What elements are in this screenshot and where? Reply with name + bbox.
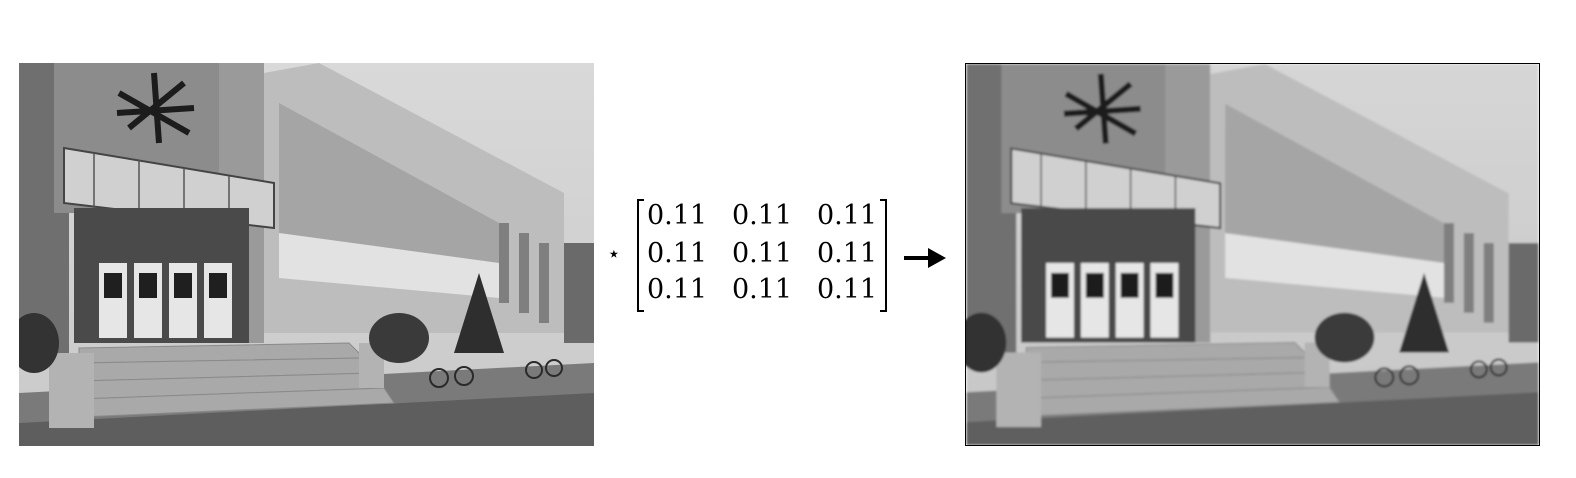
kernel-cell: 0.11 [731, 200, 793, 231]
matrix-right-bracket [880, 199, 887, 312]
building-photo-blurred [966, 64, 1539, 445]
kernel-cell: 0.11 [816, 238, 878, 269]
convolution-operator: ⋆ [607, 242, 621, 267]
right-arrow-icon [904, 248, 946, 268]
photo-scene [19, 63, 594, 446]
kernel-cell: 0.11 [646, 200, 708, 231]
building-photo-original [19, 63, 594, 446]
kernel-matrix: 0.11 0.11 0.11 0.11 0.11 0.11 0.11 0.11 … [637, 199, 887, 312]
output-photo [965, 63, 1540, 446]
matrix-left-bracket [637, 199, 644, 312]
kernel-cell: 0.11 [646, 238, 708, 269]
photo-scene-blurred [966, 64, 1539, 445]
kernel-cell: 0.11 [646, 274, 708, 305]
kernel-cell: 0.11 [816, 274, 878, 305]
kernel-cell: 0.11 [731, 274, 793, 305]
input-photo [19, 63, 594, 446]
kernel-cell: 0.11 [816, 200, 878, 231]
kernel-cell: 0.11 [731, 238, 793, 269]
